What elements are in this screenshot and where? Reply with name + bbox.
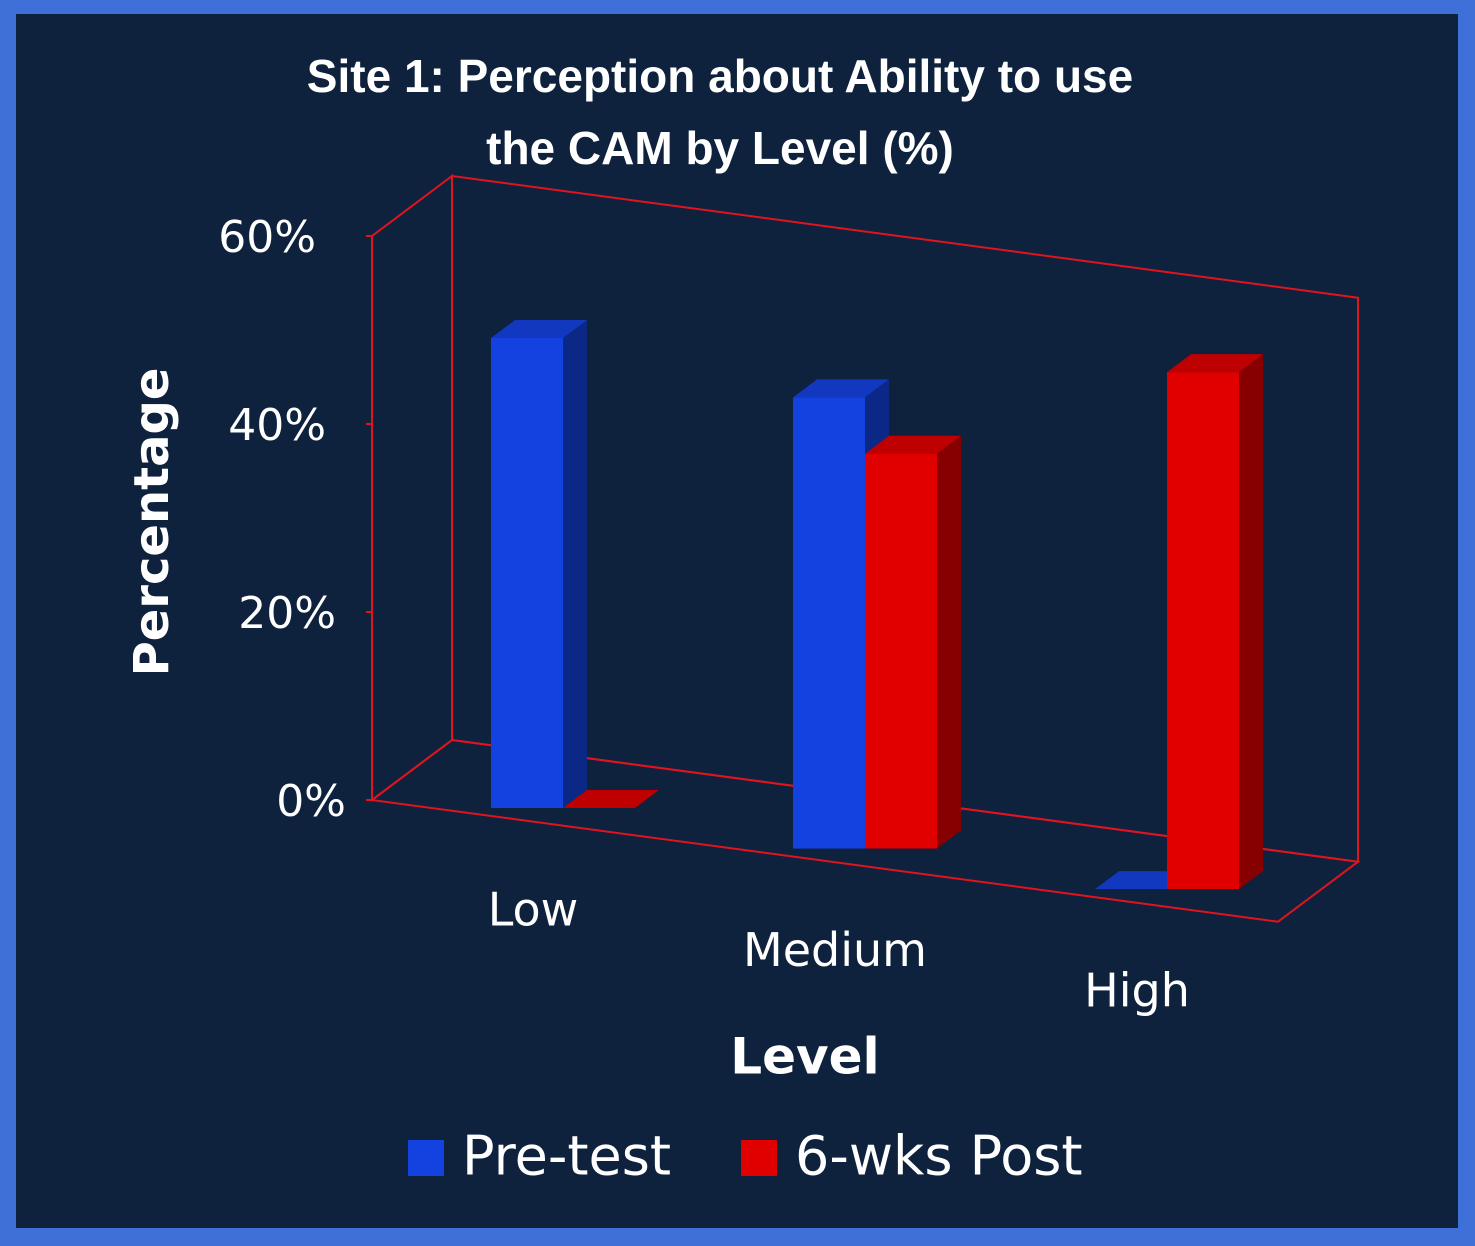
legend-label: Pre-test — [462, 1125, 671, 1188]
plot-frame — [371, 174, 453, 802]
x-tick-label: Medium — [743, 923, 927, 977]
bar-top — [563, 789, 659, 808]
bar-side — [563, 319, 587, 808]
y-tick-label: 20% — [238, 588, 336, 639]
bar — [1167, 372, 1239, 890]
bar-side — [1239, 354, 1263, 890]
x-tick-label: Low — [488, 882, 579, 936]
bar — [865, 453, 937, 849]
y-axis-title: Percentage — [124, 368, 180, 677]
bar — [491, 337, 563, 808]
legend-label: 6-wks Post — [795, 1125, 1083, 1188]
y-tick-label: 40% — [228, 400, 326, 451]
bar — [793, 397, 865, 849]
bar-side — [937, 435, 961, 849]
legend-swatch — [408, 1140, 444, 1176]
x-tick-label: High — [1084, 964, 1190, 1018]
chart-title: Site 1: Perception about Ability to use … — [306, 50, 1134, 174]
bar-top — [865, 435, 961, 454]
x-axis-title: Level — [730, 1028, 879, 1086]
y-tick-label: 0% — [276, 776, 346, 827]
bar-top — [491, 319, 587, 338]
y-tick-label: 60% — [218, 212, 316, 263]
legend-swatch — [741, 1140, 778, 1176]
bar-top — [1167, 354, 1263, 373]
bar-top — [793, 379, 889, 398]
